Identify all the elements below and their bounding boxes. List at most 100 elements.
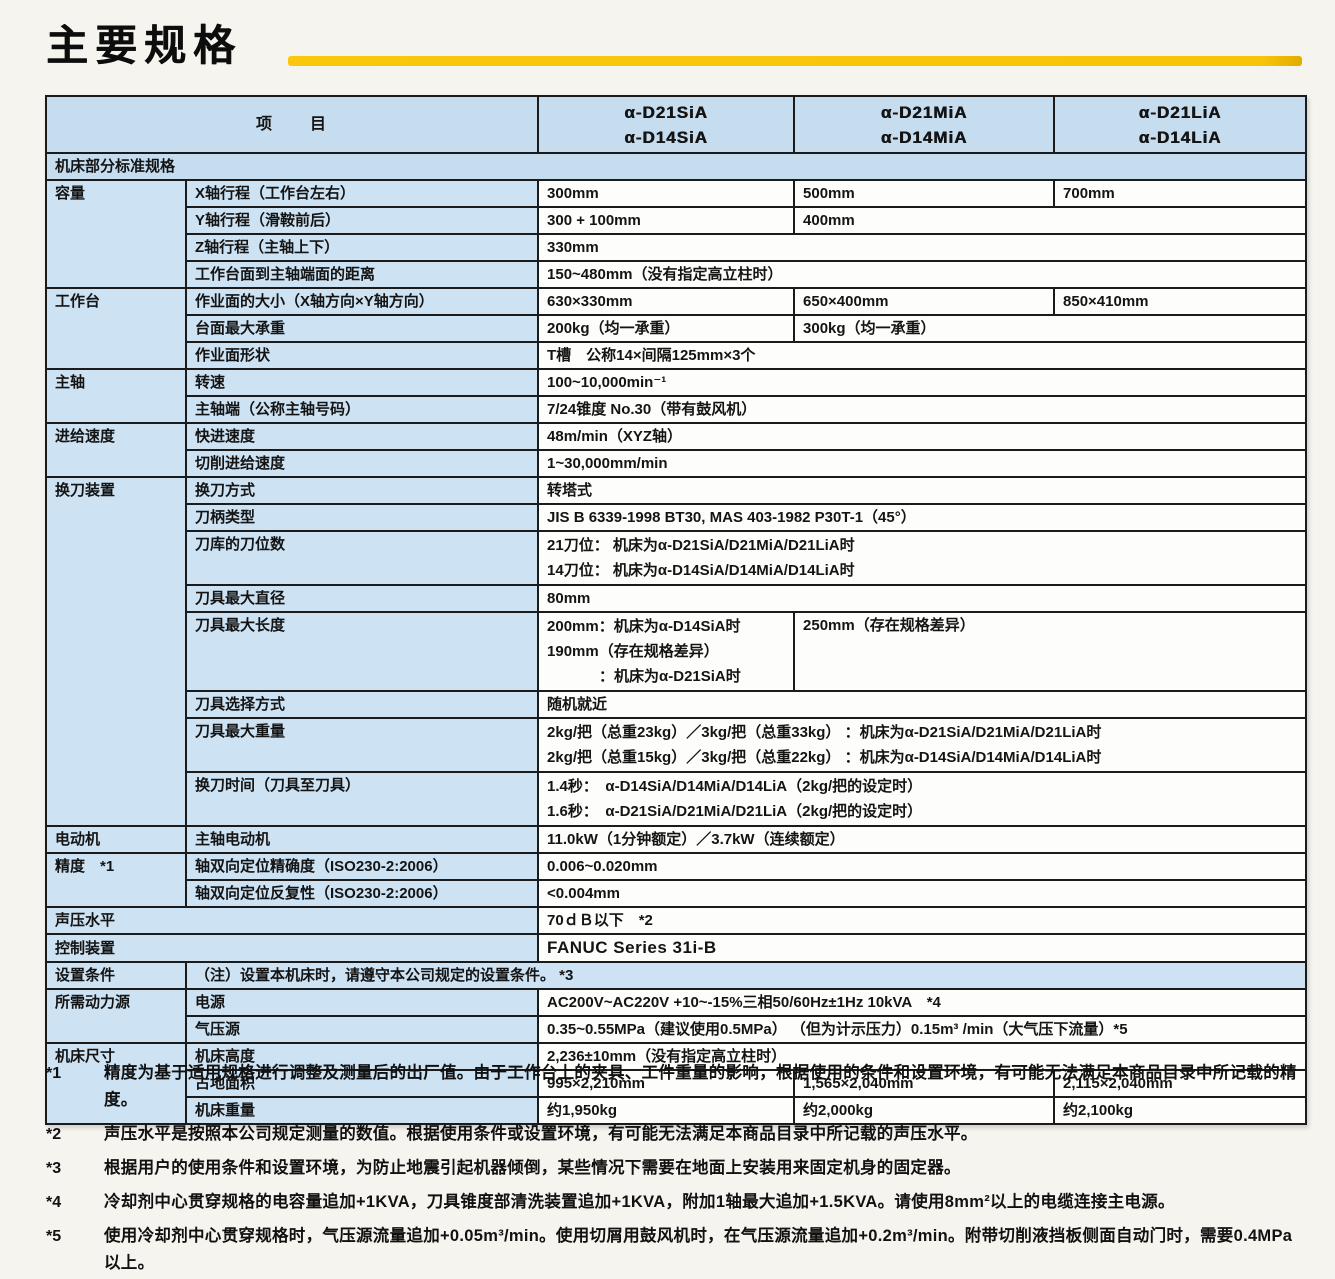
value-line: 1.6秒： α-D21SiA/D21MiA/D21LiA（2kg/把的设定时）	[547, 803, 923, 820]
section-title: 机床部分标准规格	[44, 152, 1308, 181]
model-name: α-D14LiA	[1138, 127, 1222, 147]
category-atc: 换刀装置	[45, 476, 187, 827]
value-tool-shank: JIS B 6339-1998 BT30, MAS 403-1982 P30T-…	[537, 503, 1308, 532]
row-label-max-tool-diameter: 刀具最大直径	[184, 584, 540, 613]
row-label-noise-level: 声压水平	[44, 906, 540, 935]
row-label-table-spindle-distance: 工作台面到主轴端面的距离	[184, 260, 540, 289]
value-x-stroke-1: 300mm	[537, 179, 796, 208]
header-item-cell: 项 目	[44, 95, 540, 154]
value-table-spindle-distance: 150~480mm（没有指定高立柱时）	[537, 260, 1308, 289]
row-label-table-size: 作业面的大小（X轴方向×Y轴方向）	[184, 287, 540, 316]
category-feedrate: 进给速度	[45, 422, 187, 478]
footnote-mark: *4	[46, 1194, 62, 1211]
value-line: 200mm：机床为α-D14SiA时	[547, 618, 741, 635]
table-row: 设置条件 （注）设置本机床时，请遵守本公司规定的设置条件。 *3	[45, 961, 1308, 990]
row-label-max-tool-weight: 刀具最大重量	[184, 717, 540, 773]
row-label-atc-method: 换刀方式	[184, 476, 540, 505]
row-label-installation: 设置条件	[45, 961, 187, 990]
footnote-mark: *5	[46, 1228, 62, 1245]
category-spindle: 主轴	[45, 368, 187, 424]
category-capacity: 容量	[45, 179, 187, 289]
row-label-max-load: 台面最大承重	[184, 314, 540, 343]
row-label-positioning-accuracy: 轴双向定位精确度（ISO230-2:2006）	[184, 852, 540, 881]
title-underline-bar	[288, 56, 1302, 66]
model-name: α-D14SiA	[624, 127, 708, 147]
table-row: 电动机 主轴电动机 11.0kW（1分钟额定）／3.7kW（连续额定）	[45, 825, 1308, 854]
value-line: 2kg/把（总重15kg）／3kg/把（总重22kg） ：机床为α-D14SiA…	[547, 749, 1102, 766]
table-row: 工作台面到主轴端面的距离 150~480mm（没有指定高立柱时）	[46, 260, 1308, 289]
table-row: 工作台 作业面的大小（X轴方向×Y轴方向） 630×330mm 650×400m…	[45, 287, 1308, 370]
page-title: 主要规格	[46, 22, 243, 69]
category-machine-dimensions: 机床尺寸	[45, 1042, 187, 1125]
value-repeatability: <0.004mm	[537, 879, 1308, 908]
value-machine-weight-2: 约2,000kg	[793, 1096, 1056, 1125]
value-line: 2kg/把（总重23kg）／3kg/把（总重33kg） ：机床为α-D21SiA…	[547, 724, 1102, 741]
row-label-z-stroke: Z轴行程（主轴上下）	[184, 233, 540, 262]
model-name: α-D21MiA	[880, 102, 968, 122]
row-label-y-stroke: Y轴行程（滑鞍前后）	[184, 206, 540, 235]
row-label-spindle-motor: 主轴电动机	[184, 825, 540, 854]
value-electric-power: AC200V~AC220V +10~-15%三相50/60Hz±1Hz 10kV…	[537, 988, 1308, 1017]
value-tool-change-time: 1.4秒： α-D14SiA/D14MiA/D14LiA（2kg/把的设定时） …	[537, 771, 1308, 827]
row-label-max-tool-length: 刀具最大长度	[184, 611, 540, 692]
value-x-stroke-2: 500mm	[793, 179, 1056, 208]
table-row: 气压源 0.35~0.55MPa（建议使用0.5MPa） （但为计示压力）0.1…	[46, 1015, 1308, 1044]
value-line: 14刀位： 机床为α-D14SiA/D14MiA/D14LiA时	[547, 562, 855, 579]
footnote-text: 使用冷却剂中心贯穿规格时，气压源流量追加+0.05m³/min。使用切屑用鼓风机…	[104, 1227, 1293, 1272]
row-label-machine-weight: 机床重量	[184, 1096, 540, 1125]
row-label-x-stroke: X轴行程（工作台左右）	[184, 179, 540, 208]
value-positioning-accuracy: 0.006~0.020mm	[537, 852, 1308, 881]
value-tool-selection: 随机就近	[537, 690, 1308, 719]
table-row: 声压水平 70ｄＢ以下 *2	[44, 906, 1308, 935]
value-z-stroke: 330mm	[537, 233, 1308, 262]
value-max-tool-length-1: 200mm：机床为α-D14SiA时 190mm（存在规格差异） ：机床为α-D…	[537, 611, 796, 692]
row-label-tool-shank: 刀柄类型	[184, 503, 540, 532]
table-row: 刀具选择方式 随机就近	[46, 690, 1308, 719]
value-machine-weight-1: 约1,950kg	[537, 1096, 796, 1125]
value-y-stroke-2: 400mm	[793, 206, 1308, 235]
value-y-stroke-1: 300 + 100mm	[537, 206, 796, 235]
header-model-col1: α-D21SiA α-D14SiA	[537, 95, 796, 154]
row-label-air-source: 气压源	[184, 1015, 540, 1044]
table-row: 所需动力源 电源 AC200V~AC220V +10~-15%三相50/60Hz…	[45, 988, 1308, 1044]
row-label-controller: 控制装置	[44, 933, 540, 963]
row-label-floor-space: 占地面积	[184, 1069, 540, 1098]
value-spindle-end: 7/24锥度 No.30（带有鼓风机）	[537, 395, 1308, 424]
row-label-repeatability: 轴双向定位反复性（ISO230-2:2006）	[184, 879, 540, 908]
table-row: 进给速度 快进速度 48m/min（XYZ轴）	[45, 422, 1308, 478]
footnote-text: 根据用户的使用条件和设置环境，为防止地震引起机器倾倒，某些情况下需要在地面上安装…	[104, 1159, 961, 1177]
value-atc-method: 转塔式	[537, 476, 1308, 505]
value-max-tool-diameter: 80mm	[537, 584, 1308, 613]
value-surface-shape: T槽 公称14×间隔125mm×3个	[537, 341, 1308, 370]
value-noise-level: 70ｄＢ以下 *2	[537, 906, 1308, 935]
value-line: 21刀位： 机床为α-D21SiA/D21MiA/D21LiA时	[547, 537, 855, 554]
value-table-size-1: 630×330mm	[537, 287, 796, 316]
table-row: 精度 *1 轴双向定位精确度（ISO230-2:2006） 0.006~0.02…	[45, 852, 1308, 908]
value-installation-note: （注）设置本机床时，请遵守本公司规定的设置条件。 *3	[184, 961, 1308, 990]
spec-table: 项 目 α-D21SiA α-D14SiA α-D21MiA α-D14MiA …	[44, 95, 1308, 1125]
value-floor-space-1: 995×2,210mm	[537, 1069, 796, 1098]
controller-name: FANUC Series 31i-B	[547, 938, 717, 957]
category-accuracy: 精度 *1	[45, 852, 187, 908]
table-row: 刀柄类型 JIS B 6339-1998 BT30, MAS 403-1982 …	[46, 503, 1308, 532]
model-name: α-D14MiA	[880, 127, 968, 147]
row-label-magazine-capacity: 刀库的刀位数	[184, 530, 540, 586]
value-machine-weight-3: 约2,100kg	[1053, 1096, 1308, 1125]
footnote-text: 冷却剂中心贯穿规格的电容量追加+1KVA，刀具锥度部清洗装置追加+1KVA，附加…	[104, 1193, 1175, 1211]
footnote-text: 声压水平是按照本公司规定测量的数值。根据使用条件或设置环境，有可能无法满足本商品…	[104, 1125, 978, 1143]
row-label-cutting-feed: 切削进给速度	[184, 449, 540, 478]
footnote-mark: *1	[46, 1065, 62, 1082]
value-spindle-speed: 100~10,000min⁻¹	[537, 368, 1308, 397]
value-floor-space-2: 1,565×2,040mm	[793, 1069, 1056, 1098]
footnotes: *1 精度为基于适用规格进行调整及测量后的出厂值。由于工作台上的夹具、工件重量的…	[46, 1060, 1304, 1279]
value-line: ：机床为α-D21SiA时	[599, 668, 741, 685]
value-controller: FANUC Series 31i-B	[537, 933, 1308, 963]
footnote-mark: *3	[46, 1160, 62, 1177]
model-name: α-D21LiA	[1138, 102, 1222, 122]
table-row: 控制装置 FANUC Series 31i-B	[44, 933, 1308, 963]
table-row: 轴双向定位反复性（ISO230-2:2006） <0.004mm	[46, 879, 1308, 908]
row-label-spindle-speed: 转速	[184, 368, 540, 397]
value-line: 1.4秒： α-D14SiA/D14MiA/D14LiA（2kg/把的设定时）	[547, 778, 923, 795]
row-label-spindle-end: 主轴端（公称主轴号码）	[184, 395, 540, 424]
table-row: 换刀时间（刀具至刀具） 1.4秒： α-D14SiA/D14MiA/D14LiA…	[46, 771, 1308, 827]
